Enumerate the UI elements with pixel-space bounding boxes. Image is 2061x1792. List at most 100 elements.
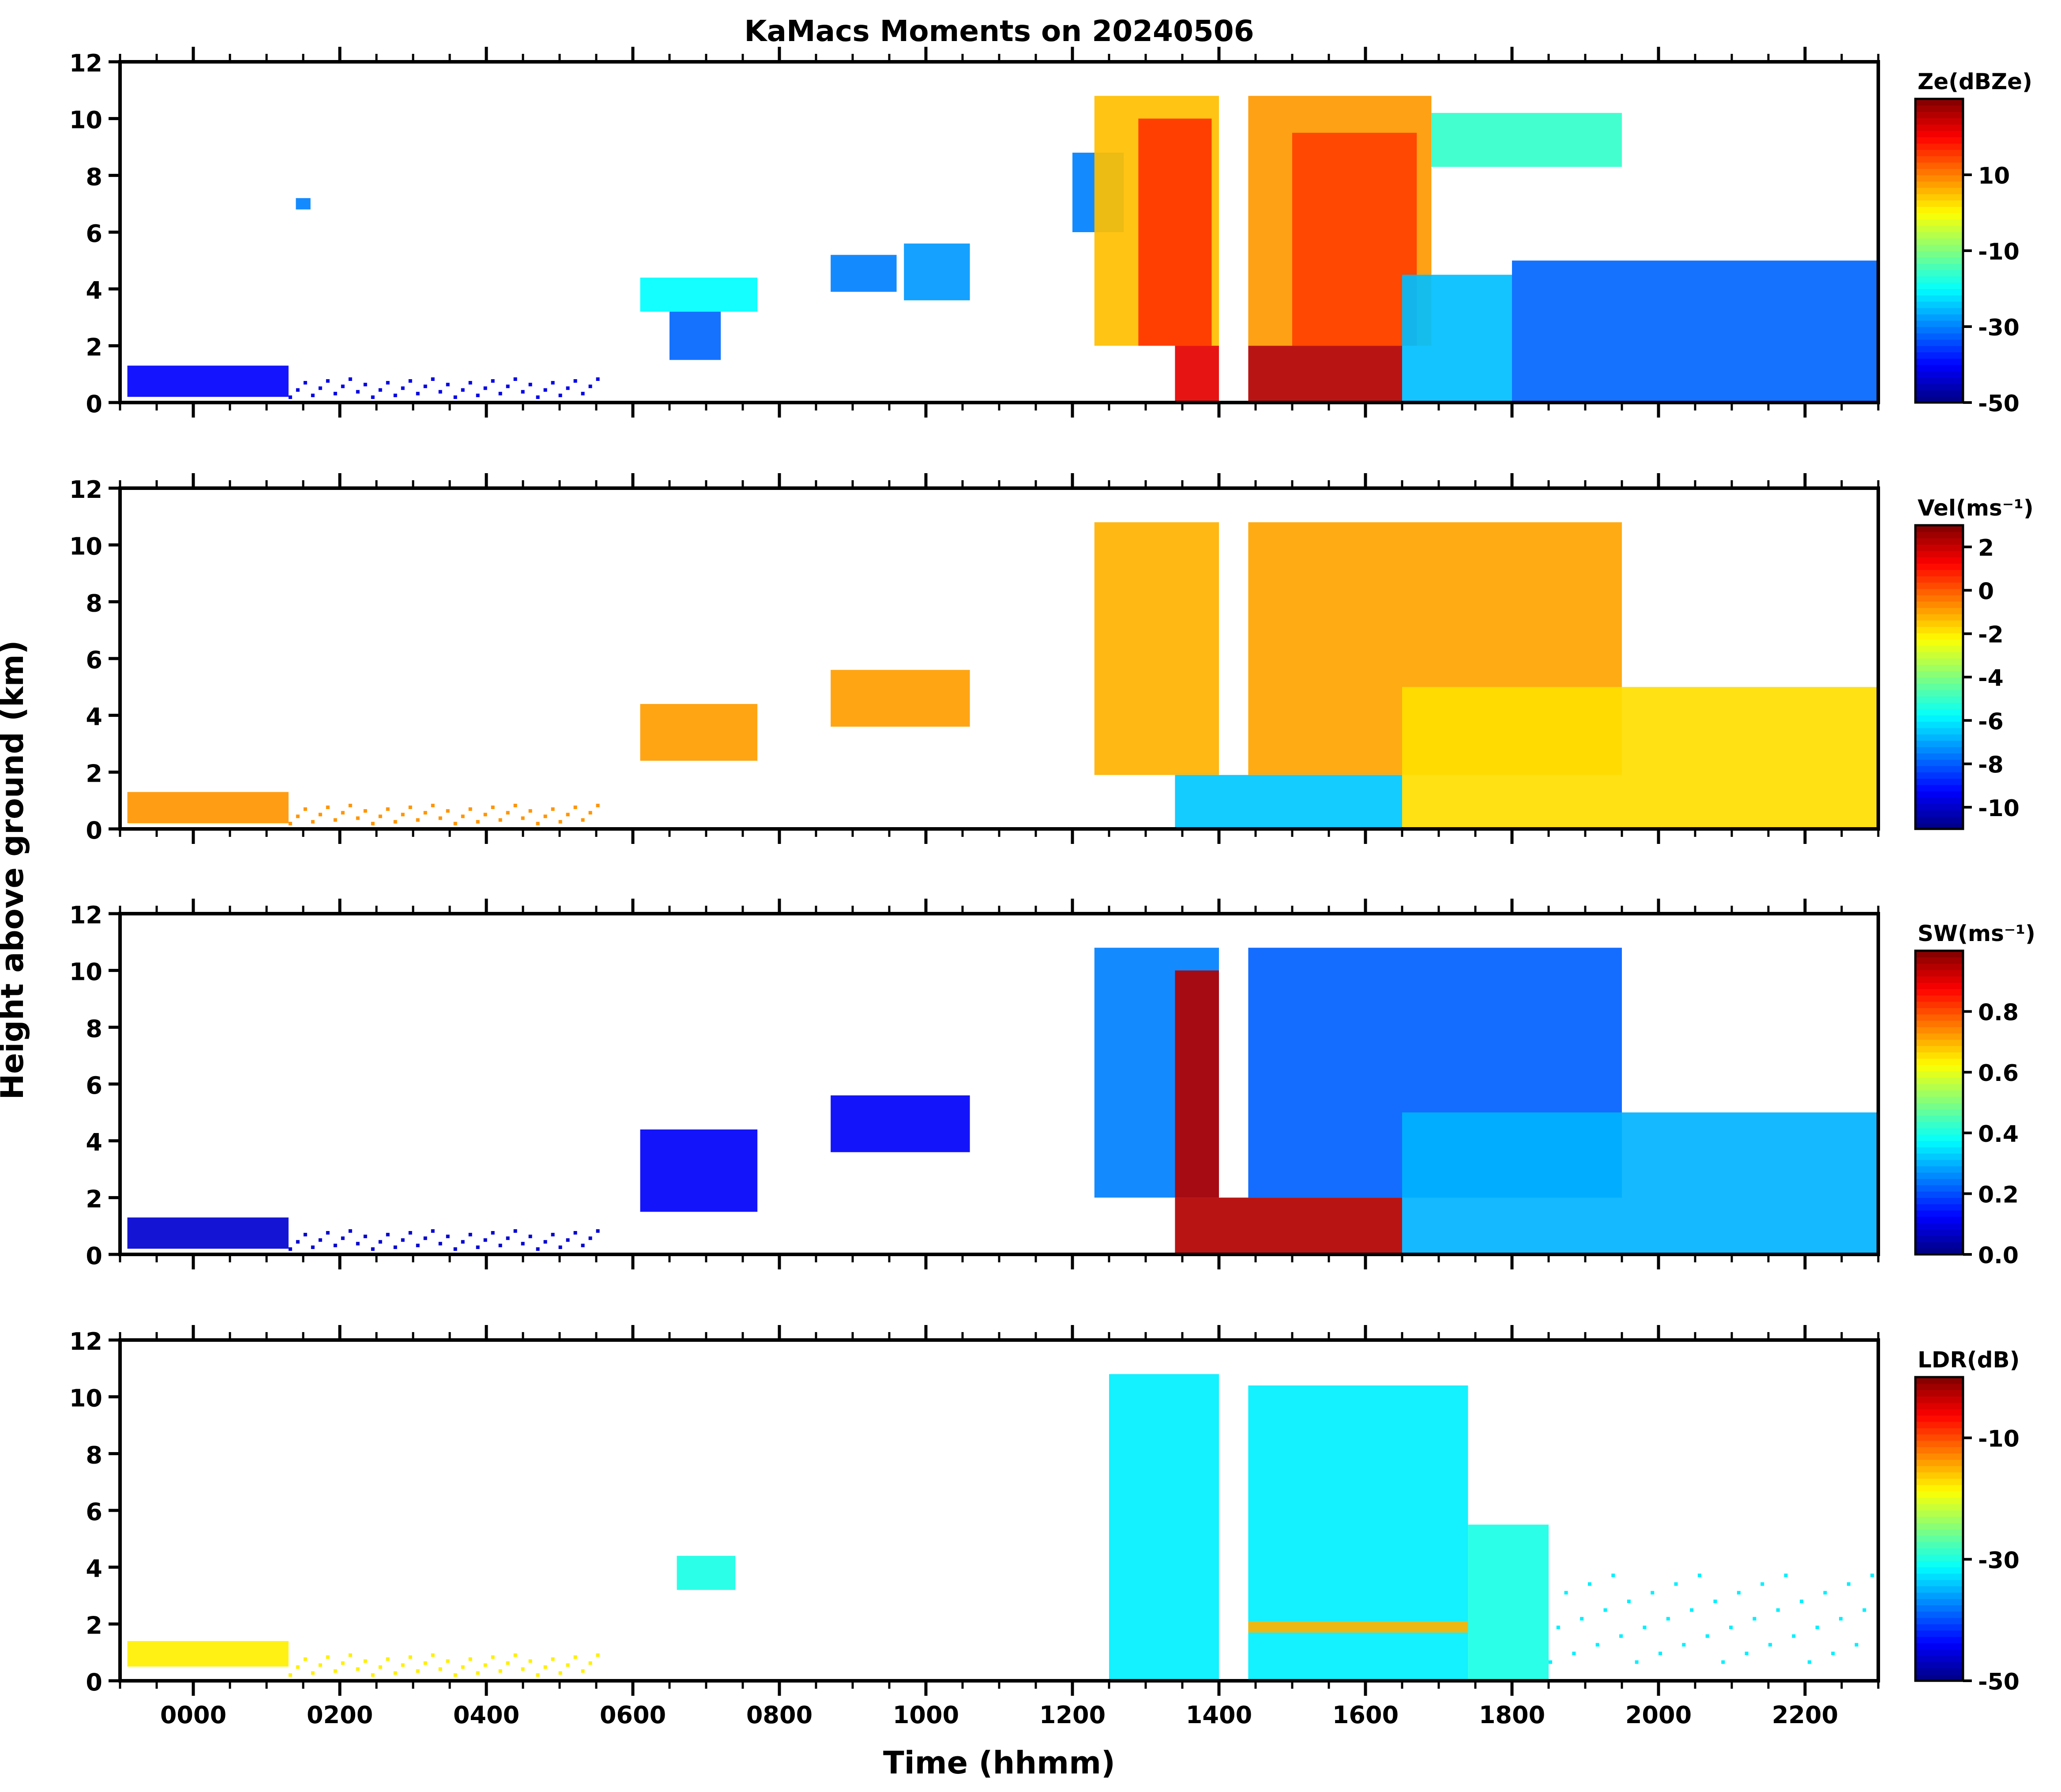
colorbar-segment xyxy=(1915,168,1963,175)
data-region xyxy=(831,255,897,292)
y-axis-label: Height above ground (km) xyxy=(0,640,30,1099)
data-speck xyxy=(431,803,435,807)
data-speck xyxy=(296,388,300,392)
data-speck xyxy=(416,1243,420,1247)
colorbar-segment xyxy=(1915,1027,1963,1034)
y-tick-label: 0 xyxy=(86,1668,102,1696)
y-tick-label: 4 xyxy=(86,277,102,305)
data-region xyxy=(1512,260,1878,403)
colorbar-segment xyxy=(1915,270,1963,277)
data-speck xyxy=(318,386,322,390)
colorbar-segment xyxy=(1915,746,1963,753)
y-tick-label: 8 xyxy=(86,1015,102,1043)
colorbar-segment xyxy=(1915,118,1963,125)
colorbar-label: LDR(dB) xyxy=(1918,1347,2020,1373)
data-speck xyxy=(318,1238,322,1242)
data-speck xyxy=(423,811,427,815)
data-speck xyxy=(431,1229,435,1233)
data-speck xyxy=(476,393,480,397)
colorbar-segment xyxy=(1915,1446,1963,1453)
data-speck xyxy=(311,1245,315,1249)
data-speck xyxy=(446,383,450,387)
colorbar-segment xyxy=(1915,550,1963,557)
colorbar-segment xyxy=(1915,803,1963,810)
colorbar-segment xyxy=(1915,137,1963,144)
data-speck xyxy=(296,814,300,818)
data-region xyxy=(1468,1525,1549,1681)
colorbar-segment xyxy=(1915,181,1963,188)
colorbar-segment xyxy=(1915,588,1963,595)
data-region xyxy=(831,1095,970,1152)
data-speck xyxy=(423,1661,427,1665)
data-speck xyxy=(356,1667,360,1671)
colorbar-segment xyxy=(1915,1598,1963,1605)
colorbar-segment xyxy=(1915,778,1963,785)
data-speck xyxy=(521,1242,525,1246)
colorbar-segment xyxy=(1915,1586,1963,1593)
data-speck xyxy=(356,390,360,394)
data-speck xyxy=(476,1245,480,1249)
data-speck xyxy=(453,821,457,825)
colorbar-segment xyxy=(1915,626,1963,633)
colorbar-segment xyxy=(1915,1662,1963,1669)
x-tick-label: 0000 xyxy=(160,1701,226,1729)
colorbar-segment xyxy=(1915,1522,1963,1529)
colorbar-segment xyxy=(1915,1503,1963,1510)
colorbar-segment xyxy=(1915,531,1963,538)
data-speck xyxy=(1595,1643,1599,1647)
colorbar-segment xyxy=(1915,301,1963,308)
colorbar-segment xyxy=(1915,339,1963,346)
y-tick-label: 10 xyxy=(69,958,102,986)
data-speck xyxy=(408,1655,412,1659)
data-speck xyxy=(311,820,315,824)
data-speck xyxy=(476,820,480,824)
data-speck xyxy=(558,393,562,397)
colorbar-frame xyxy=(1914,1376,1964,1682)
colorbar-segment xyxy=(1915,1579,1963,1586)
x-tick-label: 0400 xyxy=(453,1701,519,1729)
colorbar-segment xyxy=(1915,1592,1963,1599)
x-tick-label: 1200 xyxy=(1039,1701,1106,1729)
data-speck xyxy=(431,377,435,381)
colorbar-segment xyxy=(1915,1377,1963,1384)
colorbar-segment xyxy=(1915,1567,1963,1574)
colorbar-segment xyxy=(1915,1484,1963,1491)
data-speck xyxy=(588,811,592,815)
data-speck xyxy=(1611,1574,1615,1577)
data-speck xyxy=(1862,1608,1866,1612)
data-speck xyxy=(491,806,495,809)
colorbar-segment xyxy=(1915,1402,1963,1409)
data-speck xyxy=(386,1657,390,1661)
colorbar-segment xyxy=(1915,1065,1963,1072)
data-speck xyxy=(393,1671,397,1675)
data-speck xyxy=(513,1653,517,1657)
data-speck xyxy=(1768,1643,1772,1647)
data-speck xyxy=(408,806,412,809)
data-speck xyxy=(1737,1591,1741,1595)
data-speck xyxy=(341,384,345,388)
x-tick-label: 1800 xyxy=(1479,1701,1545,1729)
data-speck xyxy=(303,1657,307,1661)
colorbar-segment xyxy=(1915,1573,1963,1580)
data-speck xyxy=(303,807,307,811)
data-speck xyxy=(521,816,525,820)
colorbar-segment xyxy=(1915,1058,1963,1065)
y-tick-label: 4 xyxy=(86,1555,102,1583)
colorbar-segment xyxy=(1915,1235,1963,1242)
colorbar-tick-label: -10 xyxy=(1978,1426,2020,1453)
data-region xyxy=(1402,1112,1878,1254)
data-speck xyxy=(1556,1626,1560,1630)
data-speck xyxy=(528,1235,532,1239)
colorbar-segment xyxy=(1915,538,1963,545)
data-speck xyxy=(446,809,450,813)
data-speck xyxy=(1603,1608,1607,1612)
data-speck xyxy=(558,1671,562,1675)
colorbar-segment xyxy=(1915,734,1963,741)
data-speck xyxy=(513,803,517,807)
colorbar-segment xyxy=(1915,1605,1963,1612)
colorbar-tick-label: -10 xyxy=(1978,239,2020,265)
colorbar-segment xyxy=(1915,1084,1963,1091)
colorbar-segment xyxy=(1915,308,1963,315)
data-speck xyxy=(333,392,337,395)
y-tick-label: 12 xyxy=(69,901,102,929)
